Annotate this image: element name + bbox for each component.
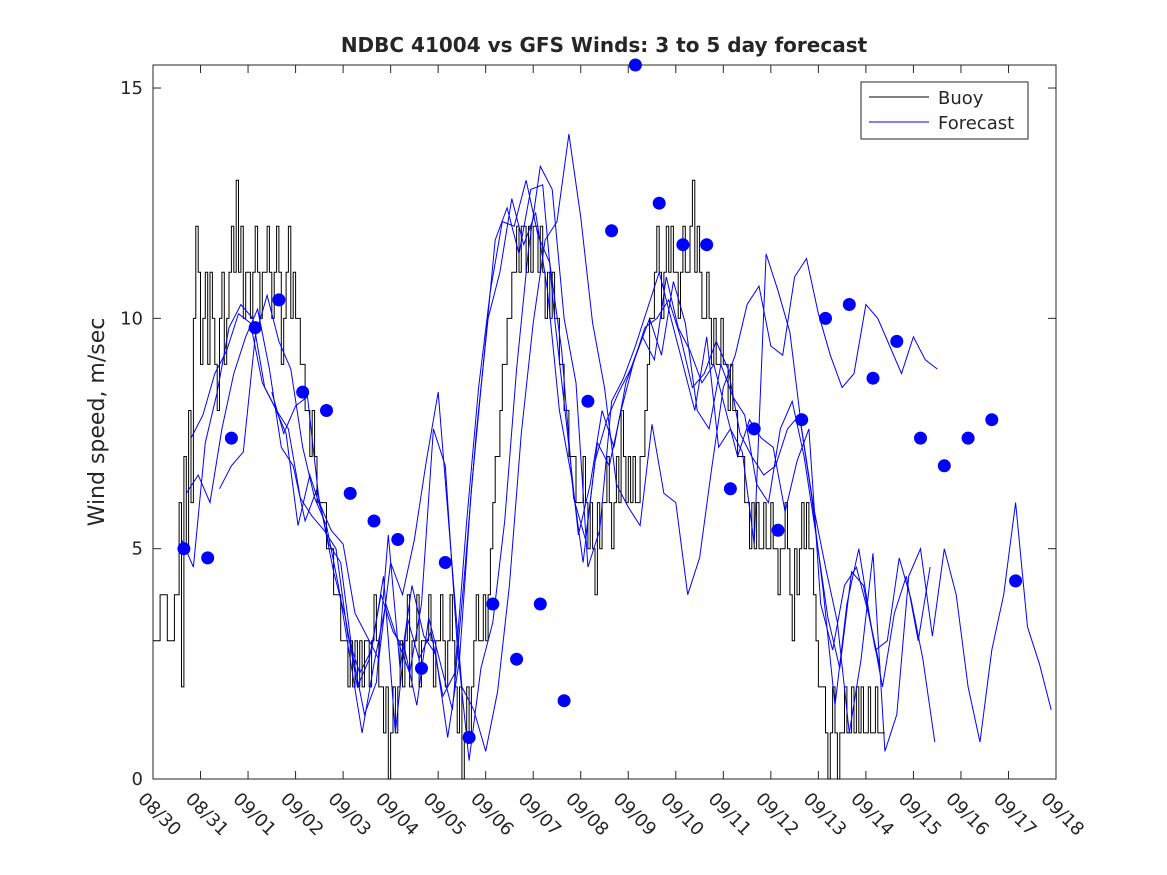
legend: Buoy Forecast — [860, 81, 1029, 140]
y-tick-label: 10 — [120, 308, 143, 329]
x-tick-label: 09/12 — [751, 789, 803, 841]
forecast-marker — [771, 523, 785, 537]
forecast-marker — [438, 556, 452, 569]
x-tick-label: 09/03 — [324, 789, 376, 841]
forecast-marker — [581, 394, 595, 408]
x-tick-label: 08/31 — [181, 789, 233, 841]
forecast-marker — [937, 459, 951, 473]
forecast-marker — [272, 293, 286, 307]
forecast-marker — [985, 413, 999, 427]
forecast-marker — [391, 533, 405, 546]
x-tick-label: 09/07 — [514, 789, 566, 841]
forecast-series-2 — [185, 184, 936, 743]
legend-forecast-label: Forecast — [938, 113, 1014, 134]
x-tick-label: 09/05 — [419, 789, 471, 841]
forecast-marker — [890, 334, 904, 348]
x-tick-label: 09/09 — [609, 789, 661, 841]
forecast-series-4 — [219, 164, 1052, 761]
forecast-marker — [533, 597, 547, 611]
x-tick-label: 09/18 — [1036, 789, 1088, 841]
x-tick-label: 09/10 — [656, 789, 708, 841]
x-tick-label: 09/17 — [989, 789, 1041, 841]
forecast-marker — [961, 431, 975, 445]
forecast-marker — [201, 551, 215, 565]
chart-title: NDBC 41004 vs GFS Winds: 3 to 5 day fore… — [341, 33, 868, 57]
forecast-marker — [296, 385, 310, 399]
forecast-marker — [723, 482, 737, 496]
y-axis-label: Wind speed, m/sec — [85, 318, 110, 527]
forecast-marker — [415, 661, 428, 675]
x-tick-label: 09/14 — [846, 789, 898, 841]
x-tick-label: 09/16 — [941, 789, 993, 841]
forecast-series-5 — [271, 134, 938, 752]
y-tick-label: 15 — [120, 78, 143, 99]
x-tick-label: 09/11 — [704, 789, 756, 841]
x-tick-label: 09/02 — [276, 789, 328, 841]
y-tick-label: 5 — [132, 539, 143, 560]
x-tick-label: 08/30 — [133, 789, 185, 841]
forecast-marker — [462, 731, 476, 744]
forecast-marker — [628, 58, 642, 72]
forecast-marker — [343, 486, 357, 500]
forecast-marker — [700, 238, 714, 252]
forecast-series-3 — [190, 198, 881, 711]
x-tick-label: 09/04 — [371, 789, 423, 841]
forecast-marker — [605, 224, 619, 238]
x-tick-label: 09/06 — [466, 789, 518, 841]
forecast-marker — [486, 597, 500, 611]
forecast-marker — [676, 238, 690, 252]
forecast-marker — [652, 196, 666, 210]
legend-box — [860, 81, 1029, 140]
x-tick-label: 09/13 — [799, 789, 851, 841]
forecast-marker — [510, 652, 524, 666]
forecast-marker — [842, 298, 856, 311]
forecast-marker — [224, 431, 238, 445]
forecast-marker — [819, 311, 832, 325]
forecast-marker — [1009, 574, 1023, 588]
x-tick-label: 09/08 — [561, 789, 613, 841]
plot-area — [152, 64, 1057, 780]
series-layer — [153, 134, 1052, 780]
forecast-marker — [914, 431, 927, 445]
y-tick-label: 0 — [132, 769, 143, 790]
marker-layer — [177, 58, 1023, 744]
x-tick-label: 09/15 — [894, 789, 946, 841]
forecast-marker — [320, 404, 333, 417]
forecast-marker — [177, 542, 191, 556]
forecast-marker — [248, 321, 262, 335]
x-tick-label: 09/01 — [229, 789, 281, 841]
forecast-marker — [866, 371, 880, 385]
legend-buoy-label: Buoy — [938, 88, 984, 109]
forecast-marker — [795, 413, 809, 427]
forecast-marker — [557, 694, 571, 708]
forecast-marker — [747, 422, 761, 436]
buoy-series — [153, 179, 885, 780]
forecast-marker — [367, 514, 381, 528]
